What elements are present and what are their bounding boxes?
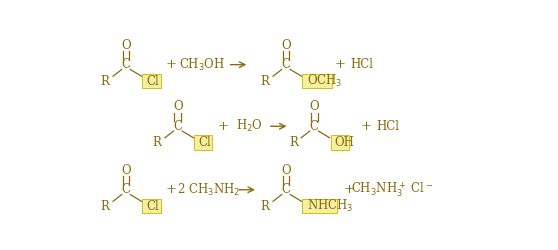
Text: R: R [153,136,162,149]
Text: R: R [289,136,298,149]
Text: C: C [122,58,131,71]
Text: C: C [174,120,182,133]
Text: CH$_3$OH: CH$_3$OH [179,56,225,73]
Text: R: R [101,200,110,213]
Text: NHCH$_3$: NHCH$_3$ [307,198,353,214]
FancyBboxPatch shape [194,136,213,150]
Text: H$_2$O: H$_2$O [235,118,263,134]
FancyBboxPatch shape [142,199,161,213]
Text: +: + [335,58,345,71]
Text: +: + [343,183,354,196]
Text: Cl: Cl [147,200,160,213]
FancyBboxPatch shape [330,136,349,150]
Text: CH$_3$NH$_3^+$ Cl$^-$: CH$_3$NH$_3^+$ Cl$^-$ [351,180,433,199]
Text: C: C [281,58,291,71]
Text: +: + [360,120,372,133]
FancyBboxPatch shape [302,74,332,88]
Text: O: O [281,39,291,52]
Text: HCl: HCl [376,120,399,133]
FancyBboxPatch shape [142,74,161,88]
Text: +: + [166,183,177,196]
Text: O: O [121,164,131,177]
Text: R: R [261,200,270,213]
Text: +: + [218,120,229,133]
Text: O: O [281,164,291,177]
Text: OH: OH [335,136,355,149]
Text: R: R [261,74,270,88]
Text: O: O [173,100,182,114]
Text: OCH$_3$: OCH$_3$ [307,73,342,89]
Text: C: C [281,183,291,196]
Text: O: O [309,100,319,114]
Text: O: O [121,39,131,52]
Text: Cl: Cl [147,74,160,88]
Text: C: C [122,183,131,196]
Text: +: + [166,58,177,71]
Text: R: R [101,74,110,88]
Text: C: C [310,120,319,133]
FancyBboxPatch shape [302,199,338,213]
Text: Cl: Cl [199,136,211,149]
Text: HCl: HCl [350,58,373,71]
Text: 2 CH$_3$NH$_2$: 2 CH$_3$NH$_2$ [176,182,240,198]
